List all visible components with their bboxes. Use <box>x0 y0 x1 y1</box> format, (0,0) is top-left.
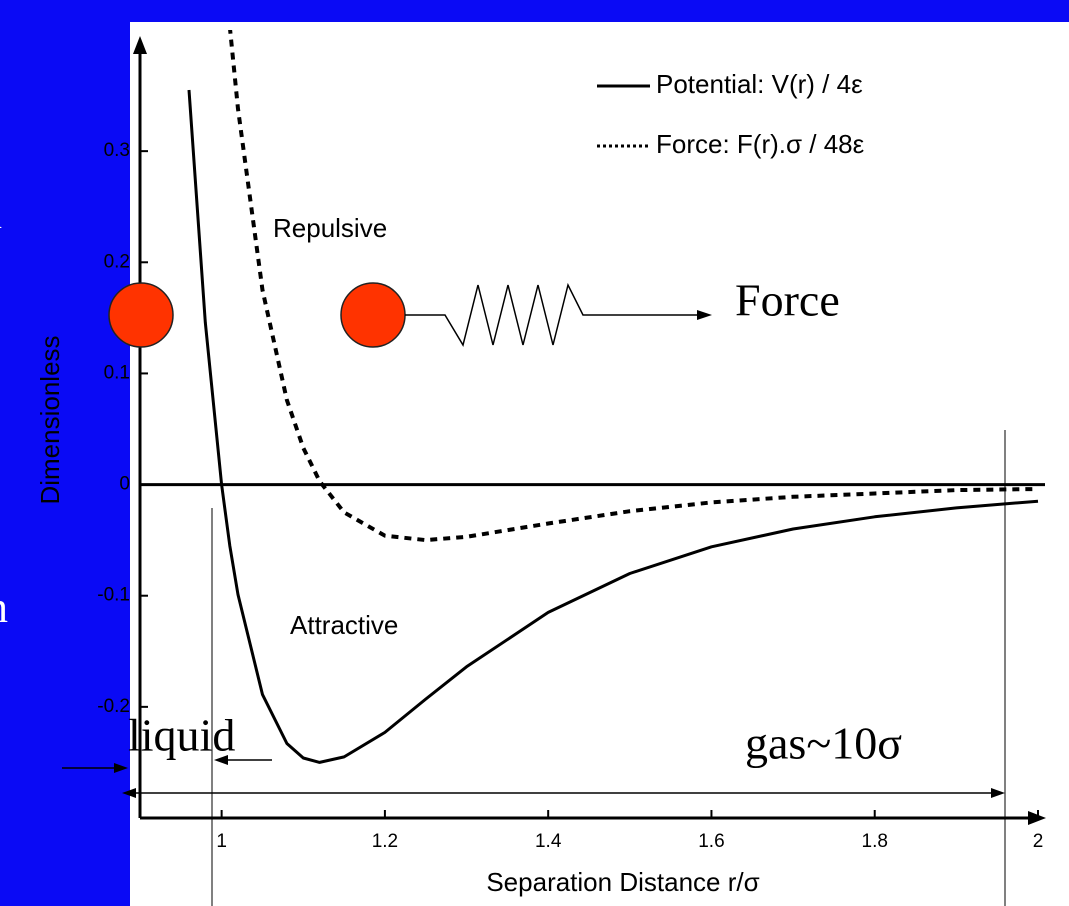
arrow-head <box>114 763 128 773</box>
annotation: gas~10σ <box>745 718 902 769</box>
y-axis-label: Dimensionless <box>35 335 65 504</box>
x-tick-label: 1.2 <box>372 831 398 852</box>
annotation: liquid <box>128 710 235 761</box>
arrow-head <box>697 310 712 320</box>
x-tick-label: 2 <box>1033 831 1044 852</box>
x-tick-label: 1 <box>216 831 227 852</box>
x-tick-label: 1.6 <box>698 831 724 852</box>
atom <box>108 282 174 348</box>
annotation: Attractive <box>290 610 398 640</box>
y-tick-label: -0.1 <box>97 585 130 606</box>
arrow-head <box>122 788 136 798</box>
atom <box>340 282 406 348</box>
y-axis-arrow <box>133 36 147 54</box>
slide-fragment: l <box>0 189 2 238</box>
arrow-head <box>214 755 228 765</box>
y-tick-label: 0.2 <box>104 251 130 272</box>
x-tick-label: 1.8 <box>862 831 888 852</box>
legend-label: Force: F(r).σ / 48ε <box>656 129 865 159</box>
annotation: Repulsive <box>273 213 387 243</box>
arrow-head <box>991 788 1005 798</box>
slide-fragment: n <box>0 583 8 632</box>
y-tick-label: 0 <box>119 474 130 495</box>
series-line <box>228 30 1039 543</box>
y-tick-label: 0.1 <box>104 362 130 383</box>
series-line <box>187 89 1039 764</box>
chart-background <box>130 22 1069 906</box>
y-tick-label: -0.2 <box>97 696 130 717</box>
x-tick-label: 1.4 <box>535 831 562 852</box>
y-tick-label: 0.3 <box>104 140 130 161</box>
x-axis-label: Separation Distance r/σ <box>486 867 759 897</box>
spring <box>405 282 700 347</box>
legend-label: Potential: V(r) / 4ε <box>656 69 863 99</box>
annotation: Force <box>735 275 840 326</box>
